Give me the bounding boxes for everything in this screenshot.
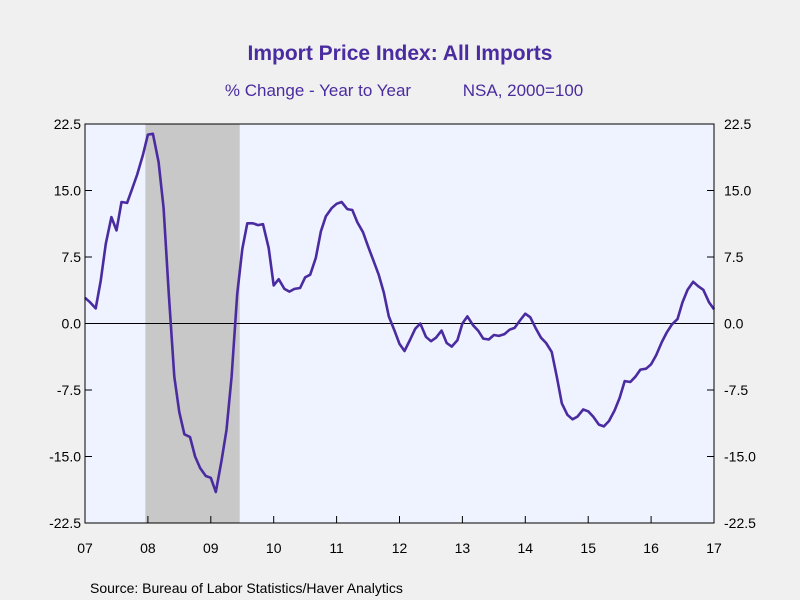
y-tick-label-right: -7.5 <box>724 382 748 398</box>
y-tick-label-left: 22.5 <box>54 116 81 132</box>
x-tick-label: 07 <box>77 540 93 556</box>
x-tick-label: 10 <box>266 540 282 556</box>
source-note: Source: Bureau of Labor Statistics/Haver… <box>90 580 403 596</box>
y-tick-label-right: -22.5 <box>724 515 756 531</box>
x-tick-label: 09 <box>203 540 219 556</box>
y-tick-label-left: 0.0 <box>62 316 82 332</box>
chart-subtitle: % Change - Year to Year <box>225 81 412 100</box>
x-axis: 07 08 09 10 11 12 13 14 15 16 17 <box>77 516 722 556</box>
y-axis-right: 22.5 15.0 7.5 0.0 -7.5 -15.0 -22.5 <box>707 116 756 531</box>
plot-frame <box>84 123 715 524</box>
y-tick-label-left: 15.0 <box>54 183 81 199</box>
y-tick-label-right: 22.5 <box>724 116 751 132</box>
x-tick-label: 16 <box>643 540 659 556</box>
y-tick-label-right: 0.0 <box>724 316 744 332</box>
y-tick-label-left: -15.0 <box>49 449 81 465</box>
y-tick-label-left: 7.5 <box>62 249 82 265</box>
x-tick-label: 12 <box>392 540 408 556</box>
y-tick-label-right: 15.0 <box>724 183 751 199</box>
y-tick-label-left: -7.5 <box>57 382 81 398</box>
x-tick-label: 11 <box>329 540 344 556</box>
chart-subtitle-right: NSA, 2000=100 <box>463 81 584 100</box>
x-tick-label: 17 <box>706 540 722 556</box>
y-axis-left: 22.5 15.0 7.5 0.0 -7.5 -15.0 -22.5 <box>49 116 92 531</box>
y-tick-label-left: -22.5 <box>49 515 81 531</box>
y-tick-label-right: -15.0 <box>724 449 756 465</box>
x-tick-label: 15 <box>580 540 596 556</box>
chart-title: Import Price Index: All Imports <box>248 42 553 65</box>
x-tick-label: 13 <box>455 540 471 556</box>
y-tick-label-right: 7.5 <box>724 249 744 265</box>
series-line <box>84 132 716 494</box>
x-tick-label: 14 <box>518 540 534 556</box>
x-tick-label: 08 <box>140 540 156 556</box>
